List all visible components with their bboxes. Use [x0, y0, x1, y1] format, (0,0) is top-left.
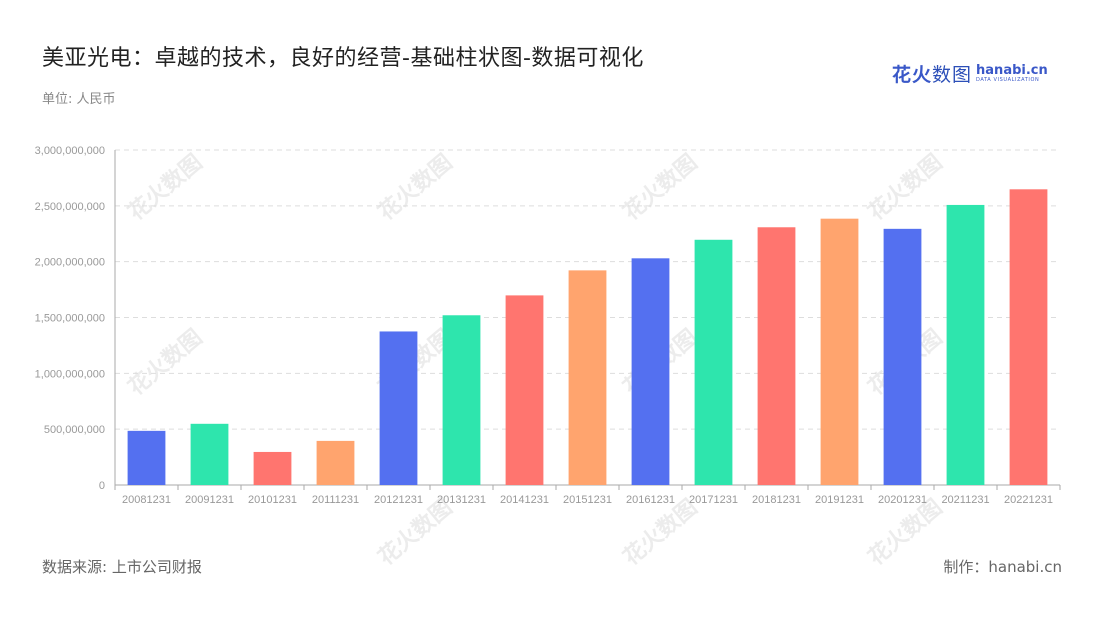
- x-tick-label: 20191231: [815, 494, 864, 506]
- x-tick-label: 20131231: [437, 494, 486, 506]
- bar: [946, 204, 985, 485]
- brand-logo: 花火数图 hanabi.cn DATA VISUALIZATION: [892, 60, 1048, 86]
- x-tick-label: 20111231: [312, 494, 359, 506]
- bar: [379, 331, 418, 485]
- y-tick-label: 2,000,000,000: [35, 257, 105, 269]
- x-tick-label: 20181231: [752, 494, 801, 506]
- x-tick-label: 20171231: [689, 494, 738, 506]
- logo-en-name: hanabi.cn: [976, 62, 1048, 78]
- y-tick-label: 0: [99, 480, 105, 492]
- x-tick-label: 20091231: [185, 494, 234, 506]
- y-tick-label: 3,000,000,000: [35, 145, 105, 157]
- bar: [694, 239, 733, 485]
- bar: [316, 440, 355, 485]
- x-tick-label: 20141231: [500, 494, 549, 506]
- bar: [568, 270, 607, 485]
- y-tick-label: 500,000,000: [44, 424, 105, 436]
- chart-title: 美亚光电：卓越的技术，良好的经营-基础柱状图-数据可视化: [42, 46, 644, 71]
- bar: [253, 451, 292, 485]
- x-tick-label: 20211231: [941, 494, 989, 506]
- bar: [1009, 189, 1048, 485]
- x-tick-label: 20081231: [122, 494, 171, 506]
- x-tick-label: 20201231: [878, 494, 927, 506]
- unit-label: 单位: 人民币: [42, 92, 116, 107]
- logo-en-sub: DATA VISUALIZATION: [976, 76, 1040, 83]
- x-tick-label: 20221231: [1004, 494, 1053, 506]
- y-tick-label: 2,500,000,000: [35, 201, 105, 213]
- logo-cn-part2: 数图: [932, 63, 973, 86]
- bar: [883, 228, 922, 485]
- x-tick-label: 20161231: [626, 494, 675, 506]
- y-tick-label: 1,000,000,000: [35, 368, 105, 380]
- bar: [127, 430, 166, 485]
- logo-en-block: hanabi.cn DATA VISUALIZATION: [976, 64, 1048, 83]
- y-tick-label: 1,500,000,000: [35, 313, 105, 325]
- bar: [442, 315, 481, 485]
- x-tick-label: 20151231: [563, 494, 612, 506]
- bar: [505, 295, 544, 485]
- credit: 制作：hanabi.cn: [943, 558, 1062, 576]
- logo-cn-text: 花火数图: [892, 60, 972, 87]
- bar: [631, 258, 670, 485]
- bar: [820, 218, 859, 486]
- bar: [190, 423, 229, 485]
- logo-cn-part1: 花火: [892, 63, 933, 86]
- x-tick-label: 20121231: [374, 494, 423, 506]
- bar: [757, 227, 796, 486]
- x-tick-label: 20101231: [248, 494, 297, 506]
- data-source: 数据来源: 上市公司财报: [42, 558, 202, 576]
